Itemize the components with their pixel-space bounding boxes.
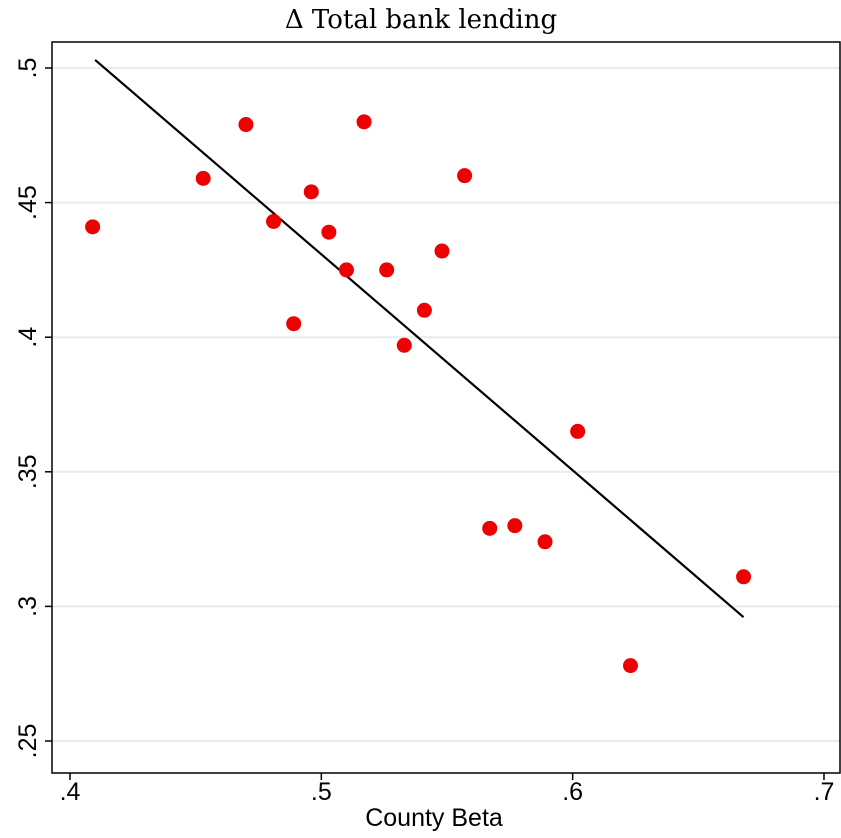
x-tick-label: .7 [814, 778, 835, 806]
data-point [570, 423, 586, 439]
data-point [321, 224, 337, 240]
y-tick-label: .45 [14, 185, 42, 220]
data-point [416, 302, 432, 318]
data-point [266, 213, 282, 229]
data-point [434, 243, 450, 259]
y-tick-label: .3 [14, 596, 42, 617]
gridlines [52, 67, 840, 742]
x-tick-label: .5 [311, 778, 332, 806]
data-point [238, 117, 254, 133]
data-point [507, 518, 523, 534]
data-point [356, 114, 372, 130]
x-tick-label: .6 [562, 778, 583, 806]
data-point [537, 534, 553, 550]
data-point [338, 262, 354, 278]
data-points [85, 114, 752, 674]
y-tick-label: .5 [14, 58, 42, 79]
data-point [736, 569, 752, 585]
data-point [396, 337, 412, 353]
data-point [195, 170, 211, 186]
y-tick-label: .4 [14, 327, 42, 348]
data-point [457, 168, 473, 184]
data-point [85, 219, 101, 235]
data-point [482, 520, 498, 536]
y-tick-label: .25 [14, 724, 42, 759]
fit-line [94, 59, 745, 619]
y-tick-label: .35 [14, 454, 42, 489]
chart-title: Δ Total bank lending [285, 5, 557, 35]
data-point [303, 184, 319, 200]
plot-frame [51, 41, 841, 774]
data-point [379, 262, 395, 278]
axis-ticks: .25 .3 .35 .4 .45 .5 .4 .5 .6 .7 [14, 58, 834, 806]
fit-line-group [94, 59, 745, 619]
data-point [286, 316, 302, 332]
x-axis-title: County Beta [365, 804, 503, 832]
data-point [622, 658, 638, 674]
x-tick-label: .4 [60, 778, 81, 806]
